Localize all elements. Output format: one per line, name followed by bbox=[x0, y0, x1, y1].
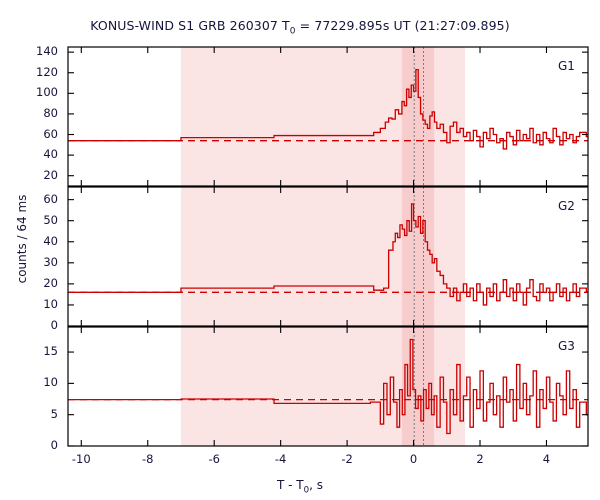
x-tick-label: -8 bbox=[142, 452, 154, 466]
y-tick-label: 50 bbox=[43, 212, 58, 227]
x-tick-label: -10 bbox=[71, 452, 91, 466]
y-tick-label: 60 bbox=[43, 126, 58, 141]
panel-label-g1: G1 bbox=[558, 59, 575, 73]
y-tick-label: 30 bbox=[43, 254, 58, 269]
x-tick-label: -6 bbox=[208, 452, 220, 466]
y-tick-label: 120 bbox=[36, 64, 58, 79]
panel-frame-g1 bbox=[67, 46, 589, 187]
x-axis-label: T - T0, s bbox=[0, 478, 600, 495]
title-rest: = 77229.895s UT (21:27:09.895) bbox=[295, 18, 510, 33]
y-tick-label: 10 bbox=[43, 375, 58, 390]
y-tick-label: 40 bbox=[43, 147, 58, 162]
panel-label-g2: G2 bbox=[558, 199, 575, 213]
x-tick-label: -2 bbox=[341, 452, 353, 466]
panel-label-g3: G3 bbox=[558, 339, 575, 353]
y-tick-label: 10 bbox=[43, 296, 58, 311]
y-tick-label: 100 bbox=[36, 85, 58, 100]
y-tick-label: 15 bbox=[43, 344, 58, 359]
y-tick-label: 60 bbox=[43, 191, 58, 206]
y-tick-label: 20 bbox=[43, 167, 58, 182]
y-tick-label: 0 bbox=[50, 438, 58, 452]
y-tick-label: 140 bbox=[36, 44, 58, 59]
y-tick-label: 0 bbox=[50, 318, 58, 332]
x-tick-label: 4 bbox=[542, 452, 551, 466]
y-tick-label: 20 bbox=[43, 275, 58, 290]
title-prefix: KONUS-WIND S1 GRB 260307 T bbox=[90, 18, 290, 33]
x-tick-label: 2 bbox=[476, 452, 484, 466]
panel-frame-g2 bbox=[67, 186, 589, 327]
light-curve-trace-g1 bbox=[68, 69, 588, 150]
y-tick-label: 80 bbox=[43, 105, 58, 120]
xlabel-rest: , s bbox=[309, 478, 323, 492]
title-subscript: 0 bbox=[289, 26, 296, 37]
light-curve-trace-g3 bbox=[68, 338, 588, 435]
y-tick-label: 40 bbox=[43, 233, 58, 248]
x-tick-label: -4 bbox=[274, 452, 287, 466]
figure-title: KONUS-WIND S1 GRB 260307 T0 = 77229.895s… bbox=[0, 18, 600, 37]
y-tick-label: 5 bbox=[50, 406, 58, 421]
x-tick-label: 0 bbox=[409, 452, 418, 466]
panel-frame-g3 bbox=[67, 326, 589, 447]
burst-peak-band bbox=[401, 187, 435, 326]
light-curve-trace-g2 bbox=[68, 203, 588, 306]
xlabel-subscript: 0 bbox=[303, 485, 310, 496]
xlabel-prefix: T - T bbox=[276, 478, 304, 492]
